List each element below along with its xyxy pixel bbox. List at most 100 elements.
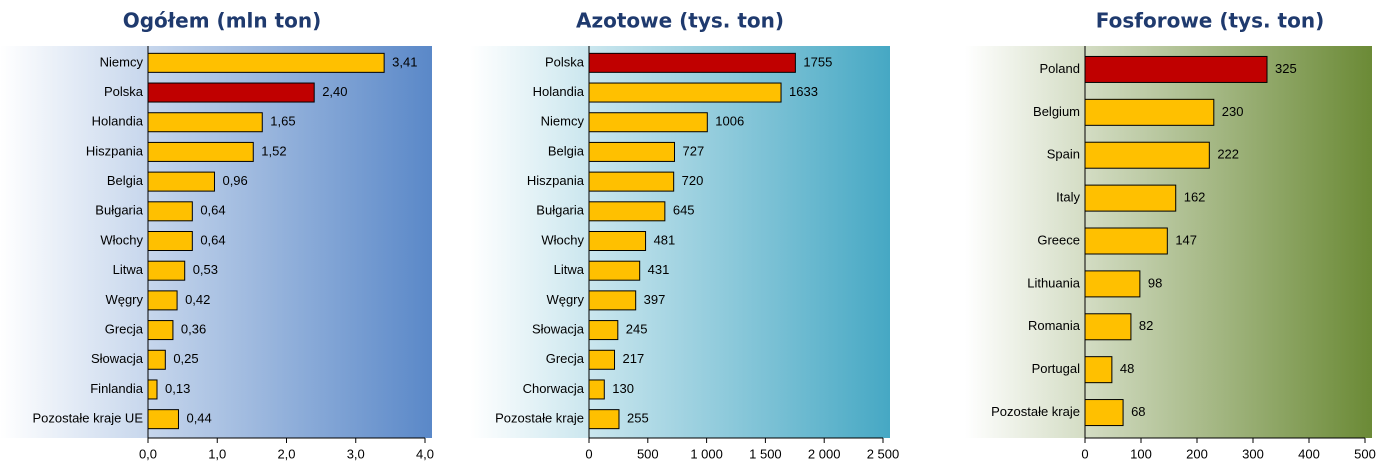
value-label: 0,42 — [185, 292, 210, 307]
category-label: Belgia — [107, 173, 144, 188]
x-tick-label: 400 — [1298, 446, 1320, 461]
bar — [147, 320, 174, 341]
value-label: 98 — [1148, 275, 1162, 290]
bar — [588, 112, 708, 133]
bar — [588, 379, 605, 400]
value-label: 0,25 — [173, 351, 198, 366]
value-label: 397 — [644, 292, 666, 307]
bar — [147, 201, 193, 222]
category-label: Hiszpania — [527, 173, 585, 188]
bar — [588, 409, 620, 430]
bar — [588, 290, 637, 311]
value-label: 230 — [1222, 104, 1244, 119]
x-tick-label: 4,0 — [416, 446, 434, 461]
bar — [147, 231, 193, 251]
value-label: 1006 — [715, 114, 744, 129]
value-label: 48 — [1120, 361, 1134, 376]
bar — [588, 82, 782, 103]
bar — [147, 409, 179, 430]
bar — [1084, 356, 1113, 384]
category-label: Lithuania — [1027, 275, 1081, 290]
bar — [588, 349, 616, 370]
bar — [147, 171, 215, 192]
x-tick-label: 0 — [585, 446, 592, 461]
category-label: Włochy — [100, 232, 143, 247]
value-label: 1633 — [789, 84, 818, 99]
category-label: Pozostałe kraje — [495, 411, 584, 426]
bar — [147, 52, 385, 73]
x-tick-label: 0,0 — [139, 446, 157, 461]
category-label: Holandia — [92, 114, 144, 129]
bar — [1084, 141, 1210, 169]
bar — [1084, 55, 1268, 83]
value-label: 1,52 — [261, 143, 286, 158]
x-tick-label: 1 500 — [749, 446, 782, 461]
value-label: 481 — [654, 232, 676, 247]
value-label: 720 — [682, 173, 704, 188]
value-label: 1,65 — [270, 114, 295, 129]
plot-background — [0, 46, 432, 438]
bar — [588, 320, 619, 341]
category-label: Polska — [545, 54, 585, 69]
value-label: 255 — [627, 411, 649, 426]
value-label: 431 — [648, 262, 670, 277]
x-tick-label: 200 — [1186, 446, 1208, 461]
chart-title: Ogółem (mln ton) — [123, 9, 322, 33]
x-tick-label: 2,0 — [277, 446, 295, 461]
category-label: Włochy — [541, 232, 584, 247]
bar — [1084, 227, 1168, 255]
bar — [147, 379, 158, 400]
category-label: Spain — [1047, 147, 1080, 162]
category-label: Węgry — [105, 292, 143, 307]
category-label: Słowacja — [91, 351, 144, 366]
category-label: Belgia — [548, 143, 585, 158]
category-label: Bułgaria — [536, 203, 584, 218]
bar — [588, 141, 675, 162]
value-label: 147 — [1175, 232, 1197, 247]
category-label: Polska — [104, 84, 144, 99]
bar — [147, 260, 186, 281]
bar — [588, 201, 666, 222]
x-tick-label: 2 500 — [867, 446, 900, 461]
x-tick-label: 3,0 — [347, 446, 365, 461]
category-label: Romania — [1028, 318, 1081, 333]
value-label: 0,64 — [200, 232, 225, 247]
value-label: 325 — [1275, 61, 1297, 76]
chart-title: Azotowe (tys. ton) — [576, 9, 784, 33]
category-label: Słowacja — [532, 322, 585, 337]
value-label: 0,36 — [181, 322, 206, 337]
category-label: Grecja — [105, 322, 144, 337]
value-label: 645 — [673, 203, 695, 218]
value-label: 222 — [1217, 147, 1239, 162]
value-label: 0,44 — [186, 411, 211, 426]
bar — [1084, 98, 1215, 126]
category-label: Bułgaria — [95, 203, 143, 218]
bar — [1084, 184, 1177, 212]
x-tick-label: 1 000 — [690, 446, 723, 461]
bar — [588, 171, 675, 192]
bar — [147, 349, 166, 370]
value-label: 68 — [1131, 404, 1145, 419]
plot-background — [470, 46, 890, 438]
bar — [147, 290, 178, 311]
category-label: Finlandia — [90, 381, 144, 396]
category-label: Niemcy — [541, 114, 585, 129]
category-label: Italy — [1056, 190, 1080, 205]
category-label: Litwa — [554, 262, 585, 277]
bar — [588, 231, 647, 251]
value-label: 82 — [1139, 318, 1153, 333]
bar — [1084, 270, 1141, 298]
bar — [147, 141, 254, 162]
bar — [1084, 399, 1124, 427]
value-label: 3,41 — [392, 54, 417, 69]
category-label: Pozostałe kraje — [991, 404, 1080, 419]
category-label: Greece — [1037, 232, 1080, 247]
x-tick-label: 500 — [637, 446, 659, 461]
category-label: Belgium — [1033, 104, 1080, 119]
value-label: 0,96 — [222, 173, 247, 188]
value-label: 130 — [612, 381, 634, 396]
value-label: 0,64 — [200, 203, 225, 218]
x-tick-label: 100 — [1130, 446, 1152, 461]
category-label: Chorwacja — [523, 381, 585, 396]
